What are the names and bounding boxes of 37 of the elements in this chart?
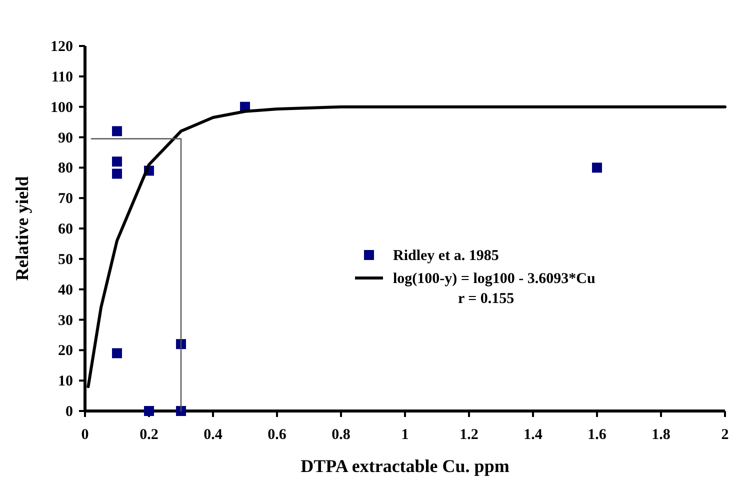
x-tick-label: 0.2 [140, 427, 158, 443]
x-axis-title: DTPA extractable Cu. ppm [300, 456, 510, 476]
x-tick-label: 2 [721, 427, 729, 443]
point [176, 406, 186, 416]
y-tick-label: 10 [58, 374, 73, 390]
point [176, 339, 186, 350]
y-tick-label: 110 [51, 69, 73, 86]
y-tick-label: 80 [58, 160, 73, 177]
x-tick-label: 0.4 [204, 427, 223, 443]
x-tick-label: 1.8 [652, 427, 670, 443]
y-tick-label: 100 [50, 100, 73, 116]
x-tick-label: 0.8 [332, 427, 350, 443]
y-tick-label: 0 [66, 404, 73, 420]
y-tick-label: 90 [58, 130, 73, 146]
x-tick-label: 1.6 [588, 427, 607, 443]
point [112, 348, 122, 358]
y-tick-label: 50 [58, 252, 73, 268]
x-tick-label: 0 [81, 427, 89, 443]
x-tick-label: 1.2 [460, 427, 478, 443]
y-axis-title: Relative yield [12, 176, 32, 281]
point [112, 156, 122, 167]
legend-label: log(100-y) = log100 - 3.6093*Cu [393, 271, 596, 287]
y-tick-label: 70 [58, 191, 73, 208]
point [144, 406, 154, 416]
point [592, 162, 602, 173]
x-tick-label: 1 [401, 427, 409, 443]
point [112, 126, 122, 136]
annotation: r = 0.155 [458, 291, 514, 307]
y-tick-label: 120 [50, 39, 73, 55]
x-tick-label: 0.6 [268, 427, 287, 443]
legend-label: Ridley et a. 1985 [393, 248, 499, 264]
point [112, 168, 122, 179]
y-tick-label: 40 [58, 282, 73, 298]
y-tick-label: 20 [58, 343, 73, 360]
y-tick-label: 60 [58, 222, 73, 238]
y-tick-label: 30 [58, 312, 73, 329]
x-tick-label: 1.4 [524, 427, 543, 443]
